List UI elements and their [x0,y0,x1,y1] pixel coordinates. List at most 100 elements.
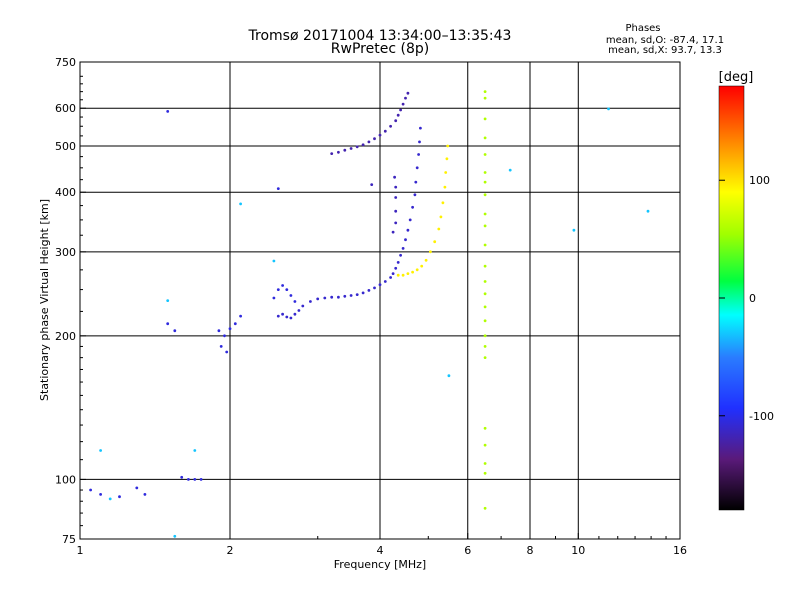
data-point [483,224,487,228]
y-tick-label: 75 [62,533,76,546]
data-point [166,299,170,302]
data-point [367,289,371,292]
data-point [399,108,402,112]
x-tick-label: 8 [527,544,534,557]
data-point [193,449,197,452]
data-point [646,209,650,213]
data-point [437,227,441,231]
data-point [406,91,410,95]
data-point [439,215,443,219]
data-point [99,449,102,452]
data-point [272,259,276,263]
x-tick-label: 4 [377,544,384,557]
data-point [199,478,203,481]
y-tick-label: 750 [55,56,76,69]
data-point [330,295,334,299]
x-tick-label: 1 [77,544,84,557]
chart-title: Tromsø 20171004 13:34:00–13:35:43 [248,28,512,44]
data-point [408,218,412,222]
data-point [424,258,428,262]
data-point [401,247,405,250]
data-point [383,129,387,133]
data-point [349,294,353,297]
data-point [389,276,392,279]
data-point [370,183,374,187]
data-point [166,322,170,326]
data-point [316,297,320,301]
data-point [281,284,284,287]
data-point [483,153,487,156]
data-point [391,230,395,234]
data-point [173,329,177,333]
data-point [508,168,512,172]
colorbar-tick-label: 100 [749,174,770,187]
data-point [378,283,382,287]
data-point [483,471,487,475]
data-point [447,374,451,378]
data-point [301,304,305,308]
data-point [401,102,405,106]
data-point [483,292,487,296]
data-point [394,185,398,189]
stats-o-line: mean, sd,O: -87.4, 17.1 [606,35,724,46]
data-point [361,143,365,147]
data-point [343,294,347,298]
data-point [415,166,419,170]
data-point [415,268,419,272]
data-point [99,493,102,496]
data-point [411,205,414,209]
colorbar-tick-label: 0 [749,292,756,305]
data-point [223,334,226,338]
data-point [483,96,487,100]
data-point [406,228,410,232]
data-point [483,243,487,247]
data-point [193,478,197,481]
x-tick-label: 2 [227,544,234,557]
data-point [414,180,418,184]
data-point [219,345,223,348]
data-point [233,322,237,326]
y-tick-label: 300 [55,246,76,259]
data-point [396,273,400,277]
data-point [173,534,177,538]
data-point [572,228,576,232]
data-point [607,107,610,111]
data-point [433,240,437,244]
data-point [281,312,284,316]
data-point [217,329,221,333]
colorbar-tick-label: -100 [749,410,774,423]
data-point [393,175,396,179]
data-point [445,157,449,161]
data-point [483,426,487,430]
data-point [272,296,276,300]
data-point [373,137,376,141]
data-point [483,193,487,197]
data-point [239,202,243,206]
y-axis-label: Stationary phase Virtual Height [km] [38,199,51,401]
stats-x-line: mean, sd,X: 93.7, 13.3 [608,45,722,56]
data-point [404,238,407,242]
data-point [337,150,340,154]
data-point [417,153,420,156]
data-point [483,345,487,348]
data-points [89,90,650,538]
data-point [297,309,301,312]
data-point [483,212,487,216]
data-point [389,124,392,128]
data-point [429,250,432,254]
colorbar-label: [deg] [719,70,754,85]
y-axis-ticks: 75 100 200 300 400 500 600 750 [55,56,86,546]
data-point [396,261,400,264]
data-point [483,506,487,510]
data-point [180,475,184,479]
data-point [411,270,414,274]
data-point [143,493,147,496]
data-point [444,171,448,174]
data-point [276,288,280,291]
data-point [373,286,376,290]
stats-title: Phases [625,23,660,34]
data-point [285,315,289,319]
y-tick-label: 500 [55,140,76,153]
data-point [483,264,487,268]
y-tick-label: 400 [55,186,76,199]
